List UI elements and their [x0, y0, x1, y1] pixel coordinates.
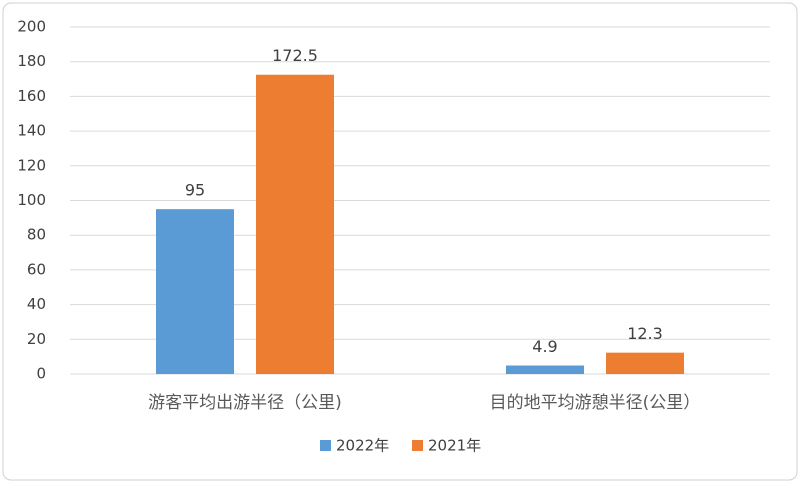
y-tick-label: 80 [27, 226, 46, 244]
bar [156, 209, 234, 374]
y-tick-label: 180 [17, 52, 46, 70]
y-tick-label: 40 [27, 295, 46, 313]
y-tick-label: 160 [17, 87, 46, 105]
x-tick-label: 游客平均出游半径（公里) [148, 393, 342, 413]
y-tick-label: 140 [17, 122, 46, 140]
data-label: 95 [185, 181, 205, 200]
bar [256, 74, 334, 375]
y-tick-label: 200 [17, 18, 46, 36]
data-label: 172.5 [272, 46, 318, 65]
y-tick-label: 60 [27, 260, 46, 278]
y-tick-label: 20 [27, 330, 46, 348]
legend-label: 2021年 [428, 437, 481, 455]
legend-swatch [412, 440, 423, 451]
bar [506, 365, 584, 374]
legend-swatch [320, 440, 331, 451]
y-tick-label: 120 [17, 156, 46, 174]
data-label: 4.9 [532, 337, 557, 356]
x-tick-label: 目的地平均游憩半径(公里） [490, 393, 701, 413]
bar [606, 352, 684, 374]
data-label: 12.3 [627, 324, 663, 343]
y-tick-label: 100 [17, 191, 46, 209]
y-tick-label: 0 [36, 365, 46, 383]
legend-label: 2022年 [336, 437, 389, 455]
